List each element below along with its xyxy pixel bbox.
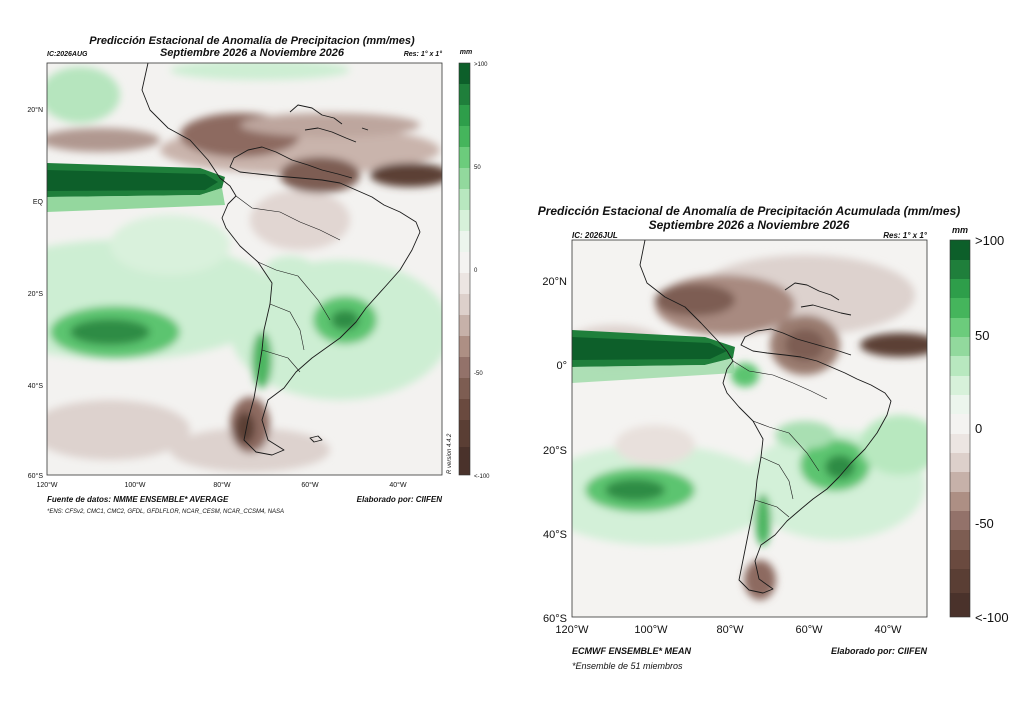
coastline-outline bbox=[639, 240, 892, 594]
lat-tick-label: 20°S bbox=[543, 445, 567, 457]
lon-tick-label: 100°W bbox=[124, 481, 145, 489]
precipitation-anomaly-field bbox=[47, 63, 442, 475]
lat-tick-label: 20°S bbox=[28, 290, 44, 298]
map-title-line1: Predicción Estacional de Anomalía de Pre… bbox=[89, 35, 415, 47]
precipitation-anomaly-field bbox=[572, 240, 927, 617]
resolution-label: Res: 1° x 1° bbox=[883, 231, 928, 240]
colorbar-tick-label: 50 bbox=[474, 165, 481, 171]
colorbar-tick-label: 0 bbox=[975, 421, 982, 436]
map-title-line1: Predicción Estacional de Anomalía de Pre… bbox=[538, 204, 961, 218]
lat-tick-label: 0° bbox=[556, 360, 567, 372]
latitude-tick-labels: 20°N 0° 20°S 40°S 60°S bbox=[542, 276, 567, 625]
colorbar-tick-label: -50 bbox=[975, 516, 994, 531]
version-label: R version 4.4.2 bbox=[447, 433, 453, 474]
ecmwf-forecast-map-panel: Predicción Estacional de Anomalía de Pre… bbox=[505, 195, 1024, 685]
lon-tick-label: 40°W bbox=[874, 624, 902, 636]
lon-tick-label: 120°W bbox=[36, 481, 57, 489]
longitude-tick-labels: 120°W 100°W 80°W 60°W 40°W bbox=[555, 624, 902, 636]
ensemble-note: *ENS: CFSv2, CMC1, CMC2, GFDL, GFDLFLOR,… bbox=[47, 509, 284, 515]
map-title-line2: Septiembre 2026 a Noviembre 2026 bbox=[160, 47, 345, 59]
lat-tick-label: 60°S bbox=[28, 472, 44, 480]
credit-label: Elaborado por: CIIFEN bbox=[357, 495, 443, 504]
lat-tick-label: EQ bbox=[33, 199, 44, 206]
resolution-label: Res: 1° x 1° bbox=[404, 50, 442, 58]
lon-tick-label: 120°W bbox=[555, 624, 589, 636]
ensemble-note: *Ensemble de 51 miembros bbox=[572, 661, 683, 671]
colorbar-unit-label: mm bbox=[952, 225, 968, 235]
data-source-label: ECMWF ENSEMBLE* MEAN bbox=[572, 646, 692, 656]
longitude-tick-labels: 120°W 100°W 80°W 60°W 40°W bbox=[36, 481, 407, 489]
latitude-tick-labels: 20°N EQ 20°S 40°S 60°S bbox=[27, 106, 43, 480]
lat-tick-label: 20°N bbox=[27, 106, 43, 114]
data-source-label: Fuente de datos: NMME ENSEMBLE* AVERAGE bbox=[47, 495, 229, 504]
colorbar-tick-label: <-100 bbox=[975, 610, 1009, 625]
colorbar: mm >100 50 0 -50 <-100 bbox=[458, 49, 490, 480]
credit-label: Elaborado por: CIIFEN bbox=[831, 646, 928, 656]
colorbar-tick-label: -50 bbox=[474, 371, 483, 377]
lon-tick-label: 80°W bbox=[716, 624, 744, 636]
lon-tick-label: 40°W bbox=[389, 481, 407, 489]
ic-label: IC:2026AUG bbox=[47, 51, 88, 58]
colorbar-tick-label: 50 bbox=[975, 328, 989, 343]
colorbar-unit-label: mm bbox=[460, 49, 472, 56]
lat-tick-label: 40°S bbox=[28, 382, 44, 390]
lon-tick-label: 100°W bbox=[634, 624, 668, 636]
nmme-forecast-map-panel: Predicción Estacional de Anomalía de Pre… bbox=[0, 0, 512, 530]
colorbar-tick-label: >100 bbox=[474, 62, 488, 68]
lat-tick-label: 40°S bbox=[543, 529, 567, 541]
colorbar-tick-label: >100 bbox=[975, 233, 1004, 248]
colorbar: mm >100 50 0 -50 <-100 bbox=[949, 225, 1009, 625]
coastline-outline bbox=[141, 63, 421, 456]
lon-tick-label: 60°W bbox=[301, 481, 319, 489]
ic-label: IC: 2026JUL bbox=[572, 231, 618, 240]
lat-tick-label: 20°N bbox=[542, 276, 567, 288]
lon-tick-label: 80°W bbox=[213, 481, 231, 489]
colorbar-tick-label: 0 bbox=[474, 268, 478, 274]
colorbar-tick-label: <-100 bbox=[474, 474, 490, 480]
lon-tick-label: 60°W bbox=[795, 624, 823, 636]
map-title-line2: Septiembre 2026 a Noviembre 2026 bbox=[649, 218, 850, 232]
lat-tick-label: 60°S bbox=[543, 613, 567, 625]
